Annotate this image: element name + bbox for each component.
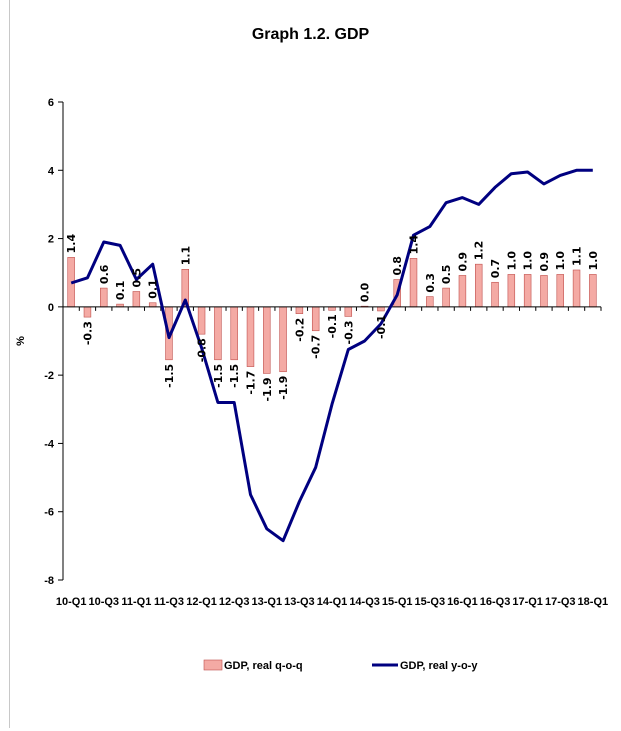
data-label-12-Q1: -0.8 [196,338,209,362]
bar-16-Q1 [458,275,467,308]
bar-17-Q3 [556,274,564,308]
data-label-13-Q1: -1.9 [261,377,274,401]
data-label-16-Q3: 0.7 [489,259,502,278]
y-tick-label: 6 [48,97,54,109]
x-tick-label: 15-Q1 [382,596,413,608]
x-tick-label: 16-Q1 [447,596,478,608]
data-label-17-Q4: 1.1 [571,246,584,266]
x-tick-label: 11-Q1 [121,596,151,608]
data-label-11-Q3: -1.5 [163,364,176,388]
y-tick-label: -8 [44,575,54,587]
y-tick-label: -6 [44,507,54,519]
legend: GDP, real q-o-q GDP, real y-o-y [203,659,478,672]
bar-10-Q3 [100,287,108,308]
bar-12-Q4 [246,306,255,367]
x-tick-label: 12-Q3 [219,596,250,608]
bar-17-Q1 [523,274,532,308]
data-label-15-Q2: 1.4 [408,235,421,255]
data-label-14-Q1: -0.1 [326,314,339,338]
x-tick-label: 15-Q3 [415,596,446,608]
x-tick-labels: 10-Q1 10-Q3 11-Q1 11-Q3 12-Q1 12-Q3 13-Q1 13-Q3… [56,596,608,608]
chart-title: Graph 1.2. GDP [251,26,370,43]
bar-13-Q1 [263,306,271,374]
data-label-10-Q4: 0.1 [114,281,127,301]
y-axis-label: % [15,336,27,346]
bar-13-Q3 [295,306,304,314]
data-label-12-Q2: -1.5 [212,364,225,388]
data-label-12-Q3: -1.5 [228,364,241,388]
y-tick-label: 0 [48,302,54,314]
bar-18-Q1 [589,274,597,308]
data-label-13-Q2: -1.9 [277,376,290,400]
bar-11-Q1 [132,291,141,308]
bar-16-Q2 [475,263,483,308]
bar-15-Q2 [409,258,418,308]
legend-label-line: GDP, real y-o-y [400,660,478,672]
bar-16-Q4 [507,274,516,308]
x-tick-label: 14-Q1 [317,596,348,608]
line-series [70,168,593,543]
x-tick-label: 11-Q3 [154,596,184,608]
y-tick-label: -2 [44,370,54,382]
data-label-18-Q1: 1.0 [587,251,600,271]
legend-swatch-bar [203,659,223,671]
y-tick-label: 4 [48,165,55,177]
x-tick-label: 14-Q3 [349,596,380,608]
bar-13-Q4 [311,306,320,332]
x-tick-label: 13-Q1 [251,596,282,608]
data-label-12-Q4: -1.7 [244,371,257,395]
bar-12-Q3 [230,306,238,361]
bar-10-Q2 [83,306,92,318]
data-label-16-Q2: 1.2 [473,241,486,261]
bar-11-Q2 [148,302,157,308]
data-label-11-Q4: 1.1 [179,246,192,266]
data-label-10-Q1: 1.4 [65,234,78,254]
data-label-10-Q3: 0.6 [98,264,111,284]
bar-14-Q4 [377,306,385,312]
data-label-17-Q2: 0.9 [538,252,551,272]
data-label-11-Q2: 0.1 [147,279,160,299]
data-label-17-Q3: 1.0 [554,251,567,271]
data-label-10-Q2: -0.3 [81,321,94,345]
data-label-14-Q2: -0.3 [342,320,355,344]
x-tick-label: 17-Q3 [545,596,576,608]
x-tick-label: 18-Q1 [578,596,609,608]
data-label-13-Q4: -0.7 [310,335,323,359]
legend-label-bar: GDP, real q-o-q [224,660,303,672]
bar-14-Q2 [344,306,353,317]
y-tick-label: -4 [44,438,55,450]
bar-14-Q1 [328,306,336,311]
bar-13-Q2 [279,306,287,373]
x-tick-label: 10-Q3 [88,596,119,608]
bar-17-Q4 [572,269,581,308]
data-labels: 1.4-0.30.60.10.50.1-1.51.1-0.8-1.5 -1.5 -1… [65,234,600,402]
data-label-13-Q3: -0.2 [293,318,306,342]
x-tick-label: 10-Q1 [56,596,87,608]
data-label-17-Q1: 1.0 [522,251,535,271]
bar-17-Q2 [540,275,548,308]
x-tick-label: 13-Q3 [284,596,315,608]
data-label-14-Q4: -0.1 [375,315,388,339]
data-label-11-Q1: 0.5 [130,268,143,288]
line-yoy [70,168,593,543]
data-label-16-Q1: 0.9 [456,252,469,272]
x-tick-label: 12-Q1 [186,596,217,608]
y-axis: -8 -6 -4 -2 0 2 4 6 [44,97,64,587]
data-label-15-Q4: 0.5 [440,265,453,285]
x-axis [62,306,602,311]
bar-12-Q2 [214,306,222,361]
bar-16-Q3 [491,281,499,308]
data-label-14-Q3: 0.0 [359,282,372,302]
data-label-15-Q3: 0.3 [424,273,437,293]
x-tick-label: 17-Q1 [512,596,543,608]
y-tick-label: 2 [48,234,54,246]
data-label-16-Q4: 1.0 [505,251,518,271]
bar-15-Q4 [442,287,450,308]
bar-15-Q3 [426,296,434,308]
bar-12-Q1 [197,306,206,335]
data-label-15-Q1: 0.8 [391,256,404,276]
x-tick-label: 16-Q3 [480,596,511,608]
chart-frame [9,0,612,728]
